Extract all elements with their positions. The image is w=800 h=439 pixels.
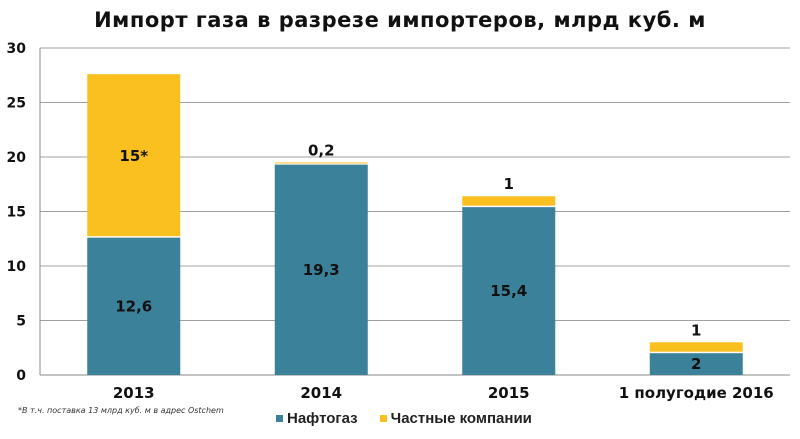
bar-private <box>649 342 743 352</box>
y-tick-label: 15 <box>7 205 26 221</box>
y-tick-label: 5 <box>16 314 26 330</box>
x-tick-label: 1 полугодие 2016 <box>619 384 774 402</box>
legend-item-naftogaz: Нафтогаз <box>276 410 358 427</box>
bar-naftogaz <box>649 353 743 375</box>
data-label: 19,3 <box>303 261 340 279</box>
x-tick-label: 2015 <box>488 384 530 402</box>
legend-item-private: Частные компании <box>379 410 532 427</box>
x-tick-label: 2013 <box>113 384 155 402</box>
y-tick-label: 10 <box>7 259 27 275</box>
data-label: 1 <box>691 321 701 339</box>
x-tick-label: 2014 <box>300 384 342 402</box>
legend-label: Частные компании <box>390 410 532 427</box>
bar-private <box>462 196 556 206</box>
legend-swatch-naftogaz <box>276 415 283 422</box>
data-label: 1 <box>504 175 514 193</box>
bar-naftogaz <box>87 237 181 375</box>
y-tick-label: 25 <box>7 96 26 112</box>
legend: Нафтогаз Частные компании <box>276 410 532 427</box>
legend-label: Нафтогаз <box>287 410 358 427</box>
bar-private <box>87 74 181 237</box>
bar-naftogaz <box>274 164 368 375</box>
y-tick-label: 30 <box>7 41 27 57</box>
chart-title: Импорт газа в разрезе импортеров, млрд к… <box>94 8 706 32</box>
bar-naftogaz <box>462 207 556 375</box>
data-label: 15* <box>119 147 148 165</box>
footnote: *В т.ч. поставка 13 млрд куб. м в адрес … <box>18 406 224 415</box>
data-label: 15,4 <box>490 282 527 300</box>
y-tick-label: 0 <box>16 368 26 384</box>
data-label: 2 <box>691 355 701 373</box>
data-label: 12,6 <box>115 297 152 315</box>
legend-swatch-private <box>379 415 387 422</box>
y-tick-label: 20 <box>7 150 27 166</box>
data-label: 0,2 <box>308 141 335 159</box>
bar-private <box>274 162 368 164</box>
